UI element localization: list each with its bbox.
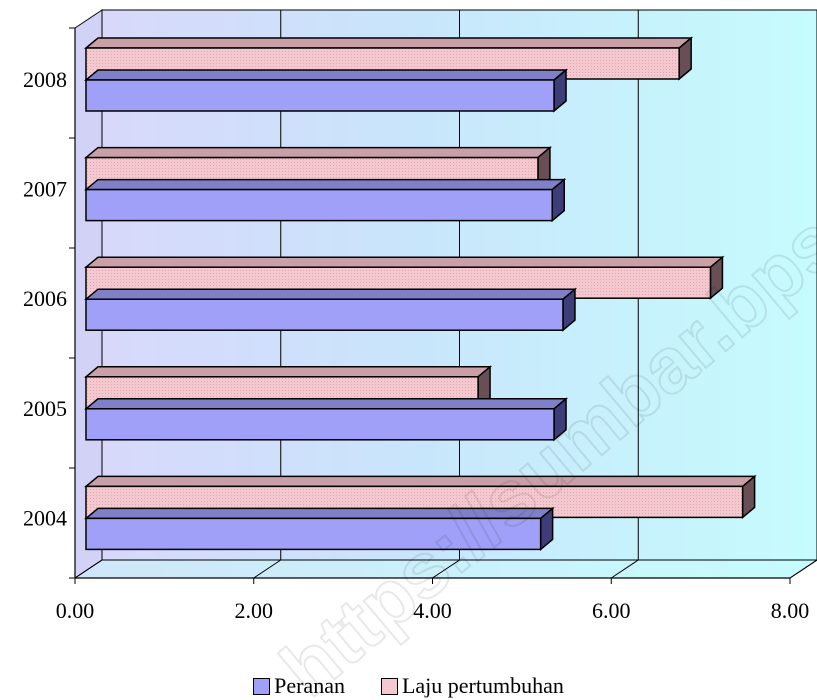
legend-item-laju-pertumbuhan: Laju pertumbuhan	[380, 673, 564, 699]
x-tick-label: 4.00	[413, 598, 452, 623]
floor-gridline	[253, 559, 282, 579]
floor-gridline	[432, 559, 460, 579]
x-tick-label: 2.00	[235, 598, 274, 623]
tick-labels: 0.00 2.00 4.00 6.00 8.00 2004 2005 2006 2007 2008	[23, 67, 809, 623]
floor-gridline	[610, 559, 639, 579]
bar-peranan-2005	[83, 397, 569, 442]
y-tick-label: 2008	[23, 67, 67, 92]
x-tick-label: 8.00	[771, 598, 810, 623]
bar-peranan-2004	[83, 506, 555, 552]
bar-peranan-2006	[83, 287, 578, 332]
legend-label: Laju pertumbuhan	[401, 673, 564, 698]
legend-item-peranan: Peranan	[253, 673, 345, 699]
floor-gridline	[789, 559, 817, 579]
y-tick-label: 2005	[23, 396, 67, 421]
legend-swatch	[253, 677, 271, 695]
y-tick-label: 2004	[23, 505, 67, 530]
y-tick-label: 2007	[23, 177, 67, 202]
legend: Peranan Laju pertumbuhan	[0, 672, 817, 700]
bars	[83, 36, 757, 552]
bar-peranan-2007	[83, 177, 567, 223]
axes	[69, 27, 791, 584]
bar-chart: 0.00 2.00 4.00 6.00 8.00 2004 2005 2006 2007 2008	[23, 9, 817, 623]
x-tick-label: 6.00	[592, 598, 631, 623]
legend-swatch	[380, 677, 398, 695]
floor-gridline	[74, 559, 103, 579]
y-tick-label: 2006	[23, 286, 67, 311]
bar-peranan-2008	[83, 68, 569, 113]
x-tick-label: 0.00	[56, 598, 95, 623]
legend-label: Peranan	[274, 673, 345, 698]
